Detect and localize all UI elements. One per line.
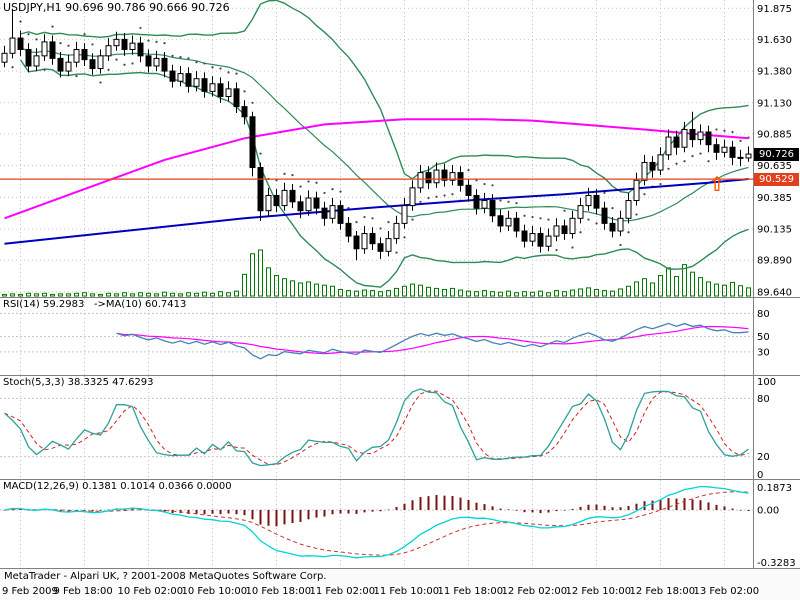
macd-axis-label: 0.00 <box>757 505 779 516</box>
price-axis-label: 90.635 <box>757 161 792 172</box>
stochastic-panel[interactable]: 100 80 20 0 Stoch(5,3,3) 38.3325 47.6293 <box>0 375 800 479</box>
price-axis-label: 91.630 <box>757 35 792 46</box>
stochastic-canvas[interactable]: 100 80 20 0 <box>0 376 800 479</box>
time-axis-label: 13 Feb 02:00 <box>693 586 760 597</box>
time-axis-label: 9 Feb 2009 <box>2 586 58 597</box>
macd-axis-label: -0.3283 <box>757 558 796 568</box>
time-axis-label: 9 Feb 18:00 <box>53 586 113 597</box>
macd-axis-label: 0.1873 <box>757 483 792 494</box>
price-axis-label: 89.890 <box>757 256 792 267</box>
time-axis-label: 12 Feb 18:00 <box>629 586 696 597</box>
rsi-panel[interactable]: 80 50 30 RSI(14) 59.2983 ->MA(10) 60.7413 <box>0 297 800 375</box>
stoch-axis-label: 100 <box>757 377 776 388</box>
rsi-axis-label: 50 <box>757 332 770 343</box>
time-axis-label: 10 Feb 18:00 <box>245 586 312 597</box>
rsi-axis-label: 80 <box>757 309 770 320</box>
macd-panel[interactable]: 0.1873 0.00 -0.3283 MACD(12,26,9) 0.1381 0… <box>0 479 800 568</box>
time-axis-label: 11 Feb 02:00 <box>309 586 376 597</box>
price-axis-label: 91.380 <box>757 67 792 78</box>
rsi-axis-label: 30 <box>757 347 770 358</box>
price-axis-label: 90.385 <box>757 193 792 204</box>
status-bar-text: MetaTrader - Alpari UK, ? 2001-2008 Meta… <box>4 571 327 582</box>
line-price-badge: 90.529 <box>754 172 799 186</box>
time-axis-label: 11 Feb 18:00 <box>437 586 504 597</box>
rsi-label: RSI(14) 59.2983 ->MA(10) 60.7413 <box>3 299 187 310</box>
main-chart-canvas[interactable]: 91.875 91.630 91.380 91.130 90.885 90.635 90.3… <box>0 0 800 297</box>
chart-footer: MetaTrader - Alpari UK, ? 2001-2008 Meta… <box>0 568 800 600</box>
time-axis-label: 11 Feb 10:00 <box>373 586 440 597</box>
price-axis-label: 89.640 <box>757 287 792 297</box>
current-price-badge: 90.726 <box>754 147 799 161</box>
stoch-axis-label: 20 <box>757 452 770 463</box>
stoch-axis-label: 0 <box>757 470 763 479</box>
macd-label: MACD(12,26,9) 0.1381 0.1014 0.0366 0.000… <box>3 481 232 492</box>
time-axis-label: 10 Feb 02:00 <box>117 586 184 597</box>
time-axis-label: 12 Feb 10:00 <box>565 586 632 597</box>
macd-canvas[interactable]: 0.1873 0.00 -0.3283 <box>0 480 800 568</box>
price-axis-label: 90.135 <box>757 225 792 236</box>
main-chart-panel[interactable]: 91.875 91.630 91.380 91.130 90.885 90.635 90.3… <box>0 0 800 297</box>
buy-arrow-icon[interactable]: ⇧ <box>708 172 726 197</box>
time-axis[interactable]: 9 Feb 2009 9 Feb 18:00 10 Feb 02:00 10 Feb … <box>0 585 800 600</box>
time-axis-label: 12 Feb 02:00 <box>501 586 568 597</box>
price-axis-label: 90.885 <box>757 129 792 140</box>
price-axis-label: 91.875 <box>757 4 792 15</box>
chart-title: USDJPY,H1 90.696 90.786 90.666 90.726 <box>3 1 230 14</box>
stoch-axis-label: 80 <box>757 394 770 405</box>
time-axis-label: 10 Feb 10:00 <box>181 586 248 597</box>
rsi-canvas[interactable]: 80 50 30 <box>0 298 800 375</box>
stochastic-label: Stoch(5,3,3) 38.3325 47.6293 <box>3 377 154 388</box>
price-axis-label: 91.130 <box>757 98 792 109</box>
